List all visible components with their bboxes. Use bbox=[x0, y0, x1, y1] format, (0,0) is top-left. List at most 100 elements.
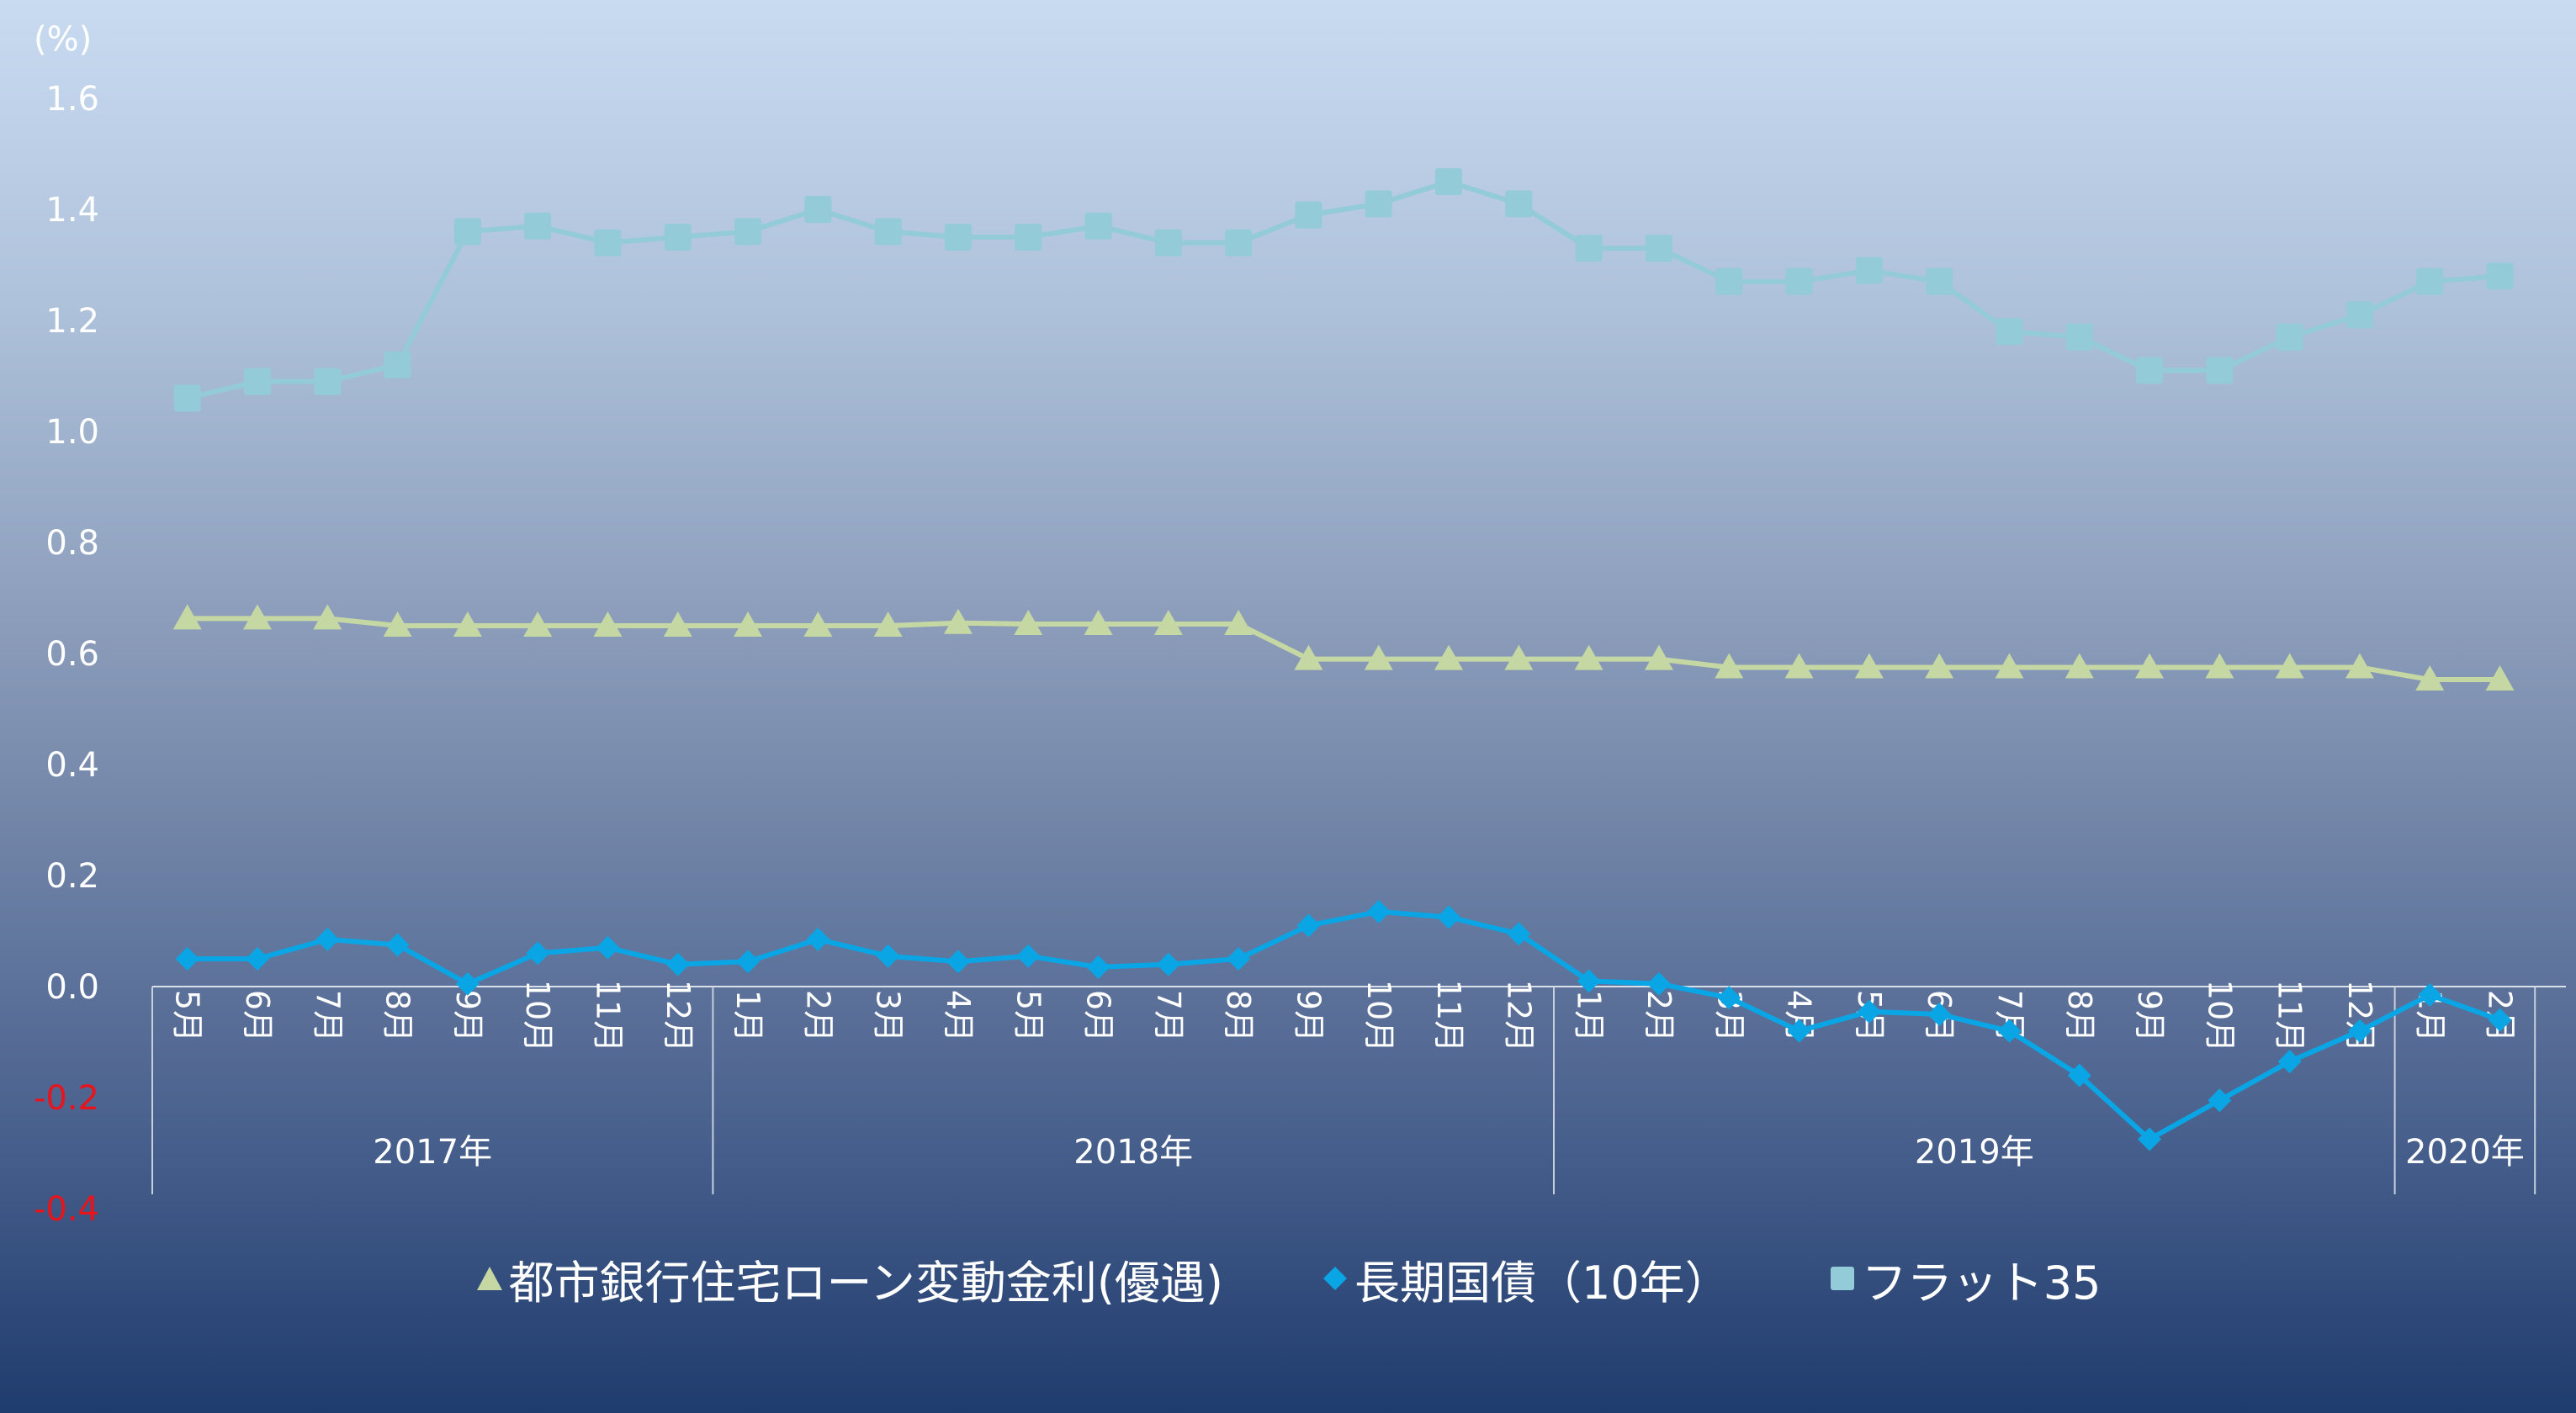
data-point-diamond bbox=[736, 950, 761, 974]
data-point-diamond bbox=[455, 971, 480, 996]
data-point-square bbox=[384, 351, 411, 378]
data-point-diamond bbox=[596, 935, 620, 960]
data-point-triangle bbox=[1854, 653, 1884, 679]
data-point-diamond bbox=[2488, 1008, 2512, 1032]
data-point-triangle bbox=[2275, 653, 2304, 679]
data-point-triangle bbox=[734, 611, 763, 637]
data-point-triangle bbox=[523, 611, 553, 637]
series-line-square bbox=[186, 179, 2500, 401]
data-point-diamond bbox=[2138, 1127, 2162, 1151]
series-line-diamond bbox=[187, 908, 2501, 1142]
data-point-triangle bbox=[1995, 653, 2024, 679]
x-tick-label: 8月 bbox=[2061, 990, 2098, 1042]
data-point-square bbox=[1785, 267, 1813, 295]
data-point-square bbox=[2206, 357, 2234, 384]
data-point-diamond bbox=[1227, 947, 1251, 971]
x-tick-label: 9月 bbox=[2131, 990, 2168, 1042]
data-point-triangle bbox=[1574, 644, 1603, 670]
data-point-triangle bbox=[1364, 644, 1393, 670]
square-marker-icon bbox=[1830, 1267, 1854, 1290]
data-point-square bbox=[1645, 235, 1672, 262]
y-tick-label: 1.0 bbox=[45, 413, 99, 452]
y-tick-label: 1.2 bbox=[45, 302, 99, 341]
data-point-square bbox=[804, 196, 832, 223]
legend-item-flat35: フラット35 bbox=[1828, 1246, 2102, 1312]
data-point-triangle bbox=[2485, 665, 2515, 691]
data-point-diamond bbox=[175, 947, 199, 971]
chart-legend: 都市銀行住宅ローン変動金利(優遇) 長期国債（10年） フラット35 bbox=[0, 1245, 2576, 1312]
triangle-marker-icon bbox=[476, 1267, 502, 1290]
data-point-triangle bbox=[1014, 610, 1043, 636]
data-point-triangle bbox=[1504, 644, 1534, 670]
data-point-diamond bbox=[385, 933, 410, 957]
data-point-square bbox=[1365, 190, 1392, 218]
legend-label: 都市銀行住宅ローン変動金利(優遇) bbox=[508, 1256, 1223, 1310]
x-tick-label: 11月 bbox=[1430, 980, 1467, 1052]
data-point-square bbox=[2065, 323, 2093, 351]
data-point-triangle bbox=[2415, 665, 2445, 691]
data-point-diamond bbox=[1577, 969, 1601, 993]
x-tick-label: 7月 bbox=[309, 990, 346, 1042]
y-axis-ticks: 1.6 1.4 1.2 1.0 0.8 0.6 0.4 0.2 0.0 -0.2 -0.4 bbox=[34, 80, 99, 1229]
data-point-square bbox=[1295, 201, 1322, 229]
data-point-triangle bbox=[2205, 653, 2234, 679]
x-tick-label: 10月 bbox=[1360, 980, 1397, 1052]
data-point-diamond bbox=[1857, 999, 1881, 1024]
x-tick-label: 9月 bbox=[449, 990, 486, 1042]
data-point-triangle bbox=[1784, 653, 1814, 679]
data-point-diamond bbox=[665, 952, 690, 976]
data-point-diamond bbox=[2347, 1019, 2372, 1043]
x-tick-label: 4月 bbox=[940, 990, 977, 1042]
data-point-triangle bbox=[2345, 653, 2374, 679]
data-point-triangle bbox=[1294, 644, 1323, 670]
x-tick-label: 1月 bbox=[729, 990, 766, 1042]
data-point-square bbox=[734, 218, 762, 246]
data-point-square bbox=[874, 218, 902, 246]
y-tick-label: 0.0 bbox=[45, 968, 99, 1007]
series-line-triangle bbox=[187, 616, 2500, 683]
data-point-square bbox=[1225, 229, 1253, 257]
data-point-diamond bbox=[1086, 955, 1110, 979]
legend-item-variable-rate: 都市銀行住宅ローン変動金利(優遇) bbox=[475, 1246, 1223, 1312]
x-tick-label: 12月 bbox=[1500, 980, 1537, 1052]
x-tick-label: 2月 bbox=[799, 990, 836, 1042]
data-point-diamond bbox=[245, 947, 269, 971]
data-point-square bbox=[314, 368, 342, 395]
data-point-triangle bbox=[593, 611, 623, 637]
x-axis: 5月 6月 7月 8月 9月 10月 11月 12月 1月 2月 3月 4月 5月 6月 7月 8月 9月 10月… bbox=[151, 980, 2566, 1194]
data-point-triangle bbox=[2135, 653, 2165, 679]
data-point-square bbox=[944, 224, 972, 251]
data-point-square bbox=[1084, 212, 1112, 240]
x-tick-label: 5月 bbox=[1010, 990, 1047, 1042]
data-point-triangle bbox=[383, 611, 412, 637]
x-tick-label: 11月 bbox=[2271, 980, 2308, 1052]
data-point-triangle bbox=[803, 611, 833, 637]
data-point-triangle bbox=[1084, 610, 1113, 636]
x-tick-label: 2月 bbox=[1640, 990, 1678, 1042]
x-tick-label: 1月 bbox=[1571, 990, 1608, 1042]
data-point-diamond bbox=[1787, 1019, 1811, 1043]
data-point-diamond bbox=[1016, 944, 1041, 968]
x-tick-label: 8月 bbox=[1220, 990, 1257, 1042]
x-tick-label: 5月 bbox=[169, 990, 206, 1042]
data-point-diamond bbox=[1156, 952, 1180, 976]
y-tick-label: 1.6 bbox=[45, 80, 99, 119]
data-point-diamond bbox=[1646, 971, 1671, 996]
data-point-triangle bbox=[1224, 610, 1254, 636]
data-point-diamond bbox=[1437, 905, 1461, 929]
data-point-triangle bbox=[2065, 653, 2094, 679]
data-point-square bbox=[1715, 267, 1743, 295]
data-point-diamond bbox=[2277, 1050, 2302, 1074]
year-label: 2020年 bbox=[2405, 1133, 2525, 1172]
data-point-square bbox=[2345, 301, 2373, 329]
data-point-square bbox=[243, 368, 271, 395]
year-label: 2019年 bbox=[1915, 1133, 2034, 1172]
x-tick-label: 7月 bbox=[1150, 990, 1187, 1042]
data-point-square bbox=[1015, 224, 1042, 251]
data-point-square bbox=[2136, 357, 2164, 384]
data-point-diamond bbox=[1997, 1019, 2022, 1043]
data-point-diamond bbox=[1296, 913, 1321, 938]
legend-label: フラット35 bbox=[1861, 1256, 2102, 1310]
data-point-diamond bbox=[2208, 1088, 2232, 1113]
y-tick-label: 0.8 bbox=[45, 524, 99, 563]
